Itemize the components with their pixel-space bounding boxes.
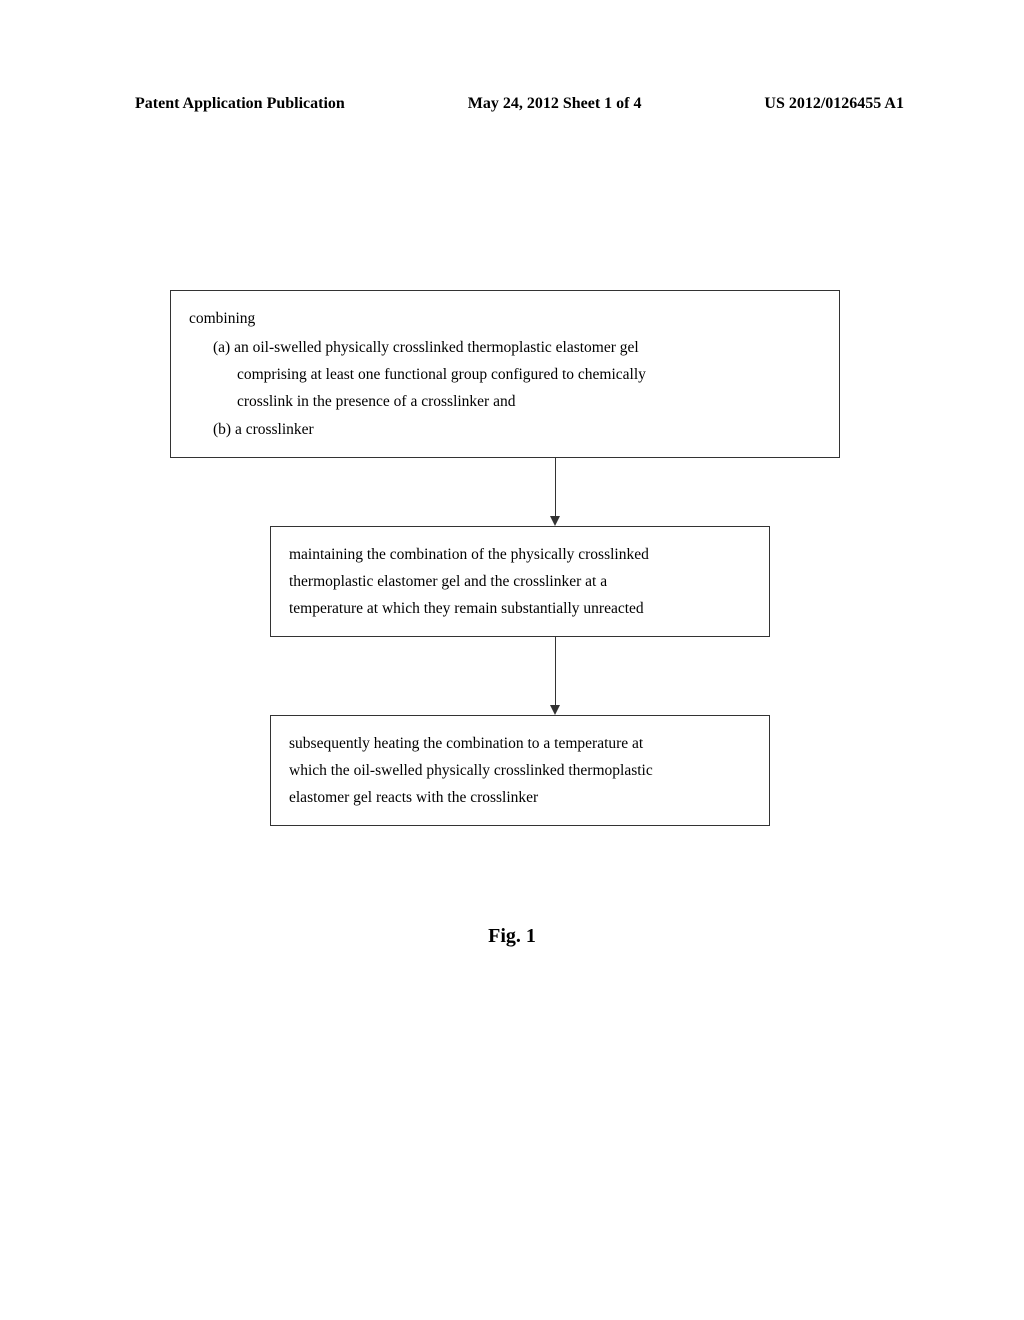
figure-label: Fig. 1 <box>0 925 1024 948</box>
box2-line3: temperature at which they remain substan… <box>289 595 751 622</box>
flowchart: combining (a) an oil-swelled physically … <box>170 290 840 826</box>
arrow-line-icon <box>555 458 556 516</box>
flowchart-box-3: subsequently heating the combination to … <box>270 715 770 826</box>
flowchart-arrow-2 <box>270 637 840 715</box>
page-header: Patent Application Publication May 24, 2… <box>0 95 1024 113</box>
box2-line2: thermoplastic elastomer gel and the cros… <box>289 568 751 595</box>
box1-item-a-line1: (a) an oil-swelled physically crosslinke… <box>189 334 821 361</box>
arrow-line-icon <box>555 637 556 705</box>
flowchart-box-2: maintaining the combination of the physi… <box>270 526 770 637</box>
box1-item-a-line3: crosslink in the presence of a crosslink… <box>189 388 821 415</box>
arrow-head-icon <box>550 705 560 715</box>
header-left-text: Patent Application Publication <box>135 95 345 113</box>
flowchart-box-1: combining (a) an oil-swelled physically … <box>170 290 840 458</box>
box3-line3: elastomer gel reacts with the crosslinke… <box>289 784 751 811</box>
box1-item-a-line2: comprising at least one functional group… <box>189 361 821 388</box>
flowchart-arrow-1 <box>270 458 840 526</box>
header-center-text: May 24, 2012 Sheet 1 of 4 <box>468 95 642 113</box>
box3-line2: which the oil-swelled physically crossli… <box>289 757 751 784</box>
arrow-head-icon <box>550 516 560 526</box>
box1-item-b: (b) a crosslinker <box>189 416 821 443</box>
box3-line1: subsequently heating the combination to … <box>289 730 751 757</box>
header-right-text: US 2012/0126455 A1 <box>764 95 904 113</box>
box2-line1: maintaining the combination of the physi… <box>289 541 751 568</box>
box1-combining: combining <box>189 305 821 332</box>
